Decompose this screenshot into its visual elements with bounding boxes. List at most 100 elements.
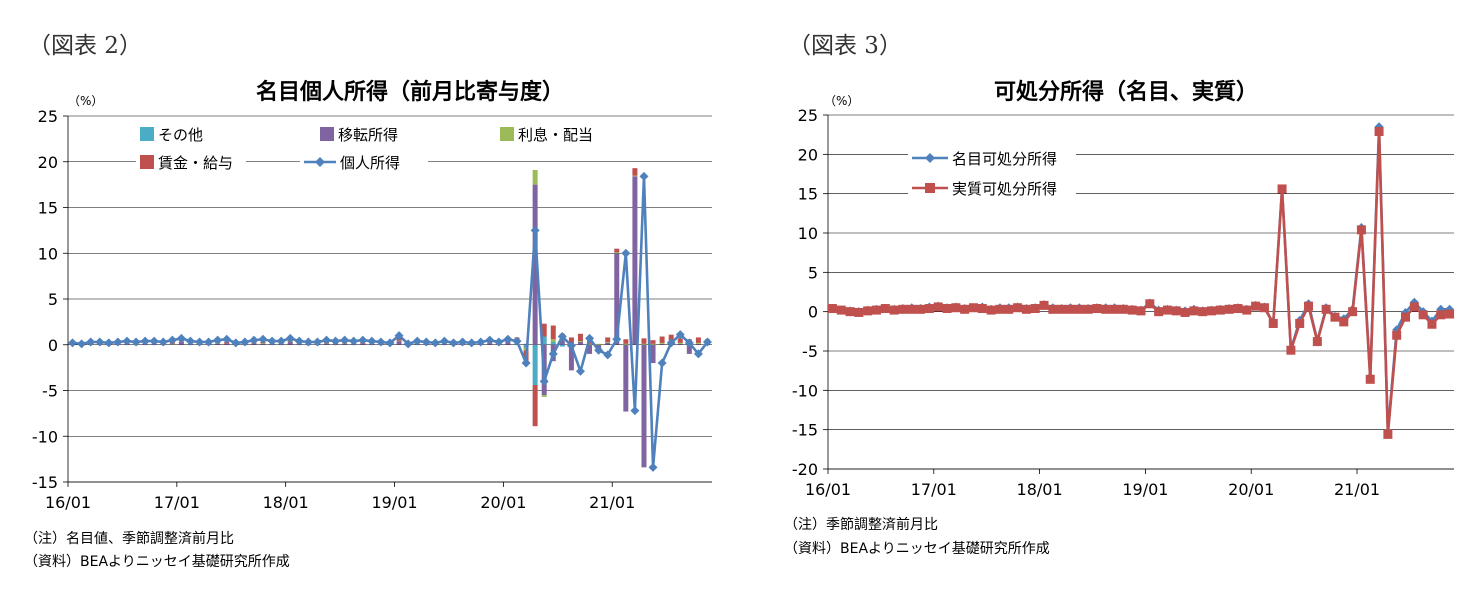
x-tick-label: 17/01 xyxy=(154,493,200,512)
bar-segment xyxy=(568,337,574,344)
bar-segment xyxy=(587,344,593,354)
data-point xyxy=(639,171,649,181)
bar-segment xyxy=(541,323,547,337)
y-tick-label: -10 xyxy=(792,381,818,400)
bar-segment xyxy=(641,338,647,344)
data-point xyxy=(1409,302,1419,312)
data-point xyxy=(231,338,241,348)
data-point xyxy=(916,304,926,314)
data-point xyxy=(836,305,846,315)
data-point xyxy=(1207,306,1217,316)
data-point xyxy=(1286,345,1296,355)
data-point xyxy=(1224,304,1234,314)
data-point xyxy=(149,336,159,346)
data-point xyxy=(213,335,223,345)
data-point xyxy=(1401,312,1411,322)
bar-segment xyxy=(623,339,629,344)
data-point xyxy=(648,462,658,472)
y-tick-label: -5 xyxy=(42,382,58,401)
bar-segment xyxy=(695,343,701,345)
legend-label: その他 xyxy=(158,126,203,144)
legend-bg xyxy=(136,149,246,171)
data-point xyxy=(167,335,177,345)
data-point xyxy=(1268,318,1278,328)
data-point xyxy=(249,335,259,345)
bar-segment xyxy=(641,343,647,345)
data-point xyxy=(1215,305,1225,315)
x-tick-label: 17/01 xyxy=(911,480,957,499)
figure-3-panel: （図表 3） 可処分所得（名目、実質） （%） -20 -15 -10 -5 0 5 10 1… xyxy=(736,0,1472,603)
bar-segment xyxy=(614,248,620,253)
legend-marker xyxy=(315,157,325,167)
data-point xyxy=(340,335,350,345)
data-point xyxy=(666,338,676,348)
data-point xyxy=(95,337,105,347)
data-point xyxy=(702,337,712,347)
bar-segment xyxy=(605,337,611,343)
data-point xyxy=(185,336,195,346)
data-point xyxy=(68,338,78,348)
y-tick-label: 5 xyxy=(48,290,58,309)
data-point xyxy=(1418,310,1428,320)
y-tick-label: 20 xyxy=(798,145,818,164)
data-point xyxy=(285,333,295,343)
data-point xyxy=(566,341,576,351)
data-point xyxy=(512,336,522,346)
bar-segment xyxy=(695,337,701,343)
data-point xyxy=(1065,304,1075,314)
bar-segment xyxy=(659,343,665,345)
note-text: （注）季節調整済前月比 xyxy=(784,517,938,533)
bar-segment xyxy=(541,336,547,345)
data-point xyxy=(1259,303,1269,313)
data-point xyxy=(322,335,332,345)
data-point xyxy=(385,338,395,348)
legend-bg xyxy=(496,121,606,143)
data-point xyxy=(1392,330,1402,340)
legend-label: 個人所得 xyxy=(340,154,400,172)
data-point xyxy=(539,376,549,386)
data-point xyxy=(986,305,996,315)
bar-segment xyxy=(677,342,683,344)
data-point xyxy=(880,304,890,314)
data-point xyxy=(358,335,368,345)
data-point xyxy=(267,336,277,346)
source-text: （資料）BEAよりニッセイ基礎研究所作成 xyxy=(784,541,1050,557)
data-point xyxy=(240,337,250,347)
data-point xyxy=(933,302,943,312)
source-text: （資料）BEAよりニッセイ基礎研究所作成 xyxy=(24,554,290,570)
data-point xyxy=(657,358,667,368)
personal-income-line xyxy=(72,176,709,468)
data-point xyxy=(1021,304,1031,314)
data-point xyxy=(1321,304,1331,314)
data-point xyxy=(1171,306,1181,316)
data-point xyxy=(684,338,694,348)
data-point xyxy=(1233,304,1243,314)
data-point xyxy=(458,337,468,347)
data-point xyxy=(924,304,934,314)
legend-label: 賃金・給与 xyxy=(158,154,233,172)
data-point xyxy=(303,337,313,347)
data-point xyxy=(131,337,141,347)
y-tick-label: 0 xyxy=(808,303,818,322)
y-tick-label: -20 xyxy=(792,460,818,479)
figure-label: （図表 2） xyxy=(28,33,142,59)
bar-segment xyxy=(677,338,683,343)
data-point xyxy=(585,333,595,343)
bar-segment xyxy=(559,340,565,345)
note-text: （注）名目値、季節調整済前月比 xyxy=(24,531,234,547)
data-point xyxy=(557,332,567,342)
disposable-income-chart: -20 -15 -10 -5 0 5 10 15 20 25 16/01 17/01 18/01 19/0… xyxy=(792,106,1455,499)
data-point xyxy=(968,303,978,313)
data-point xyxy=(603,350,613,360)
bar-segment xyxy=(541,395,547,397)
data-point xyxy=(854,307,864,317)
bar-segment xyxy=(178,342,184,345)
data-point xyxy=(1304,301,1314,311)
bar-segment xyxy=(559,344,565,347)
data-point xyxy=(1295,318,1305,328)
legend-bg xyxy=(316,121,426,143)
data-point xyxy=(1383,429,1393,439)
y-tick-label: 10 xyxy=(38,244,58,263)
data-point xyxy=(1039,300,1049,310)
data-point xyxy=(1445,309,1455,319)
